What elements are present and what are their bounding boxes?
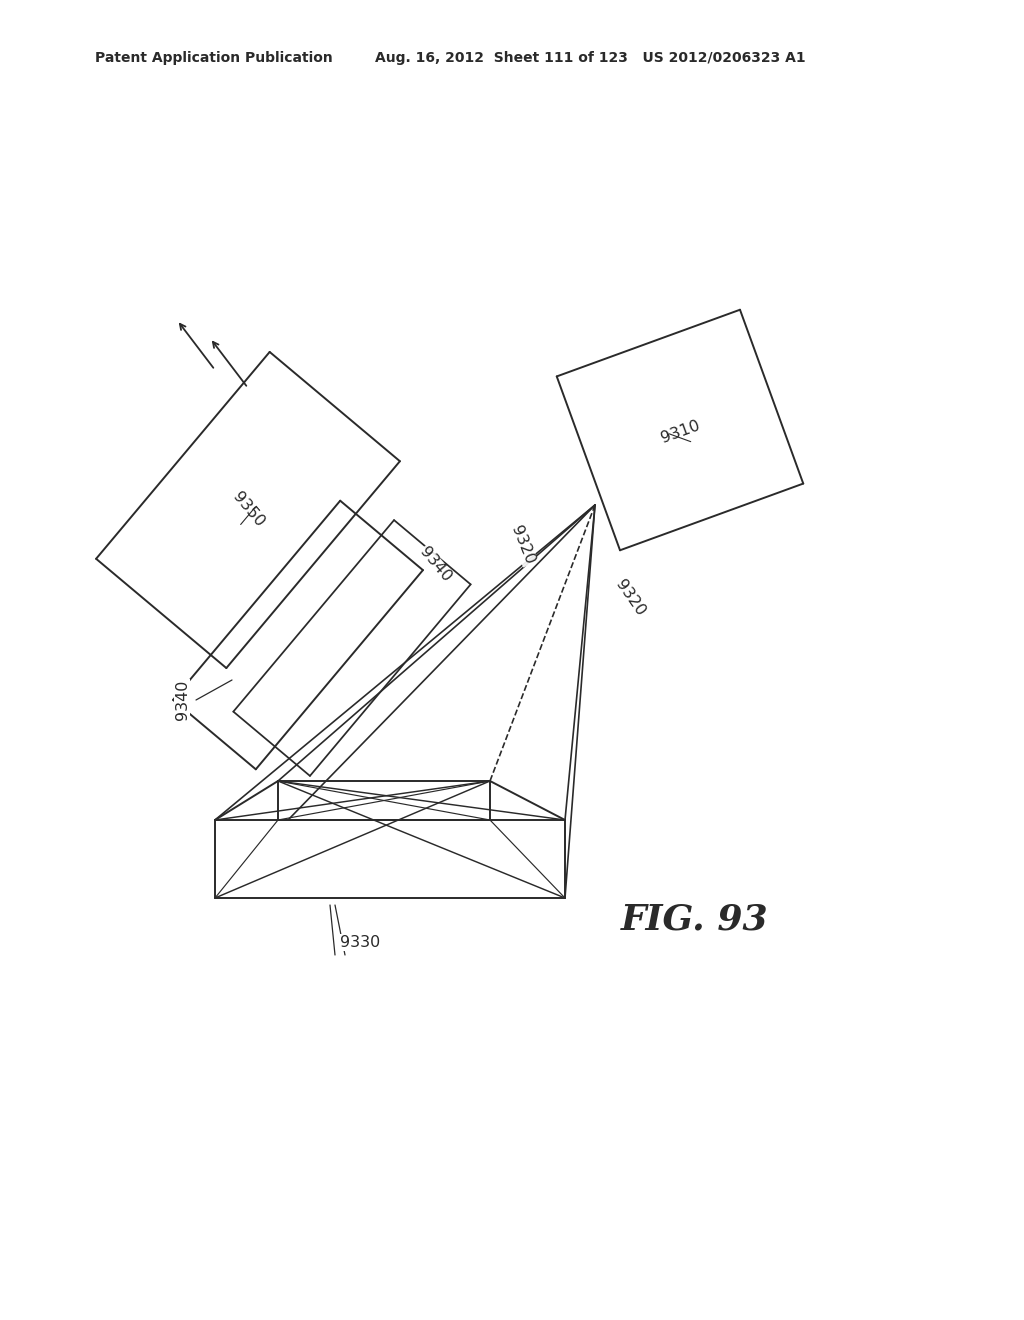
Text: 9320: 9320 (612, 577, 648, 619)
Text: 9340: 9340 (174, 680, 189, 721)
Text: 9340: 9340 (417, 545, 454, 585)
Text: Patent Application Publication: Patent Application Publication (95, 51, 333, 65)
Text: Aug. 16, 2012  Sheet 111 of 123   US 2012/0206323 A1: Aug. 16, 2012 Sheet 111 of 123 US 2012/0… (375, 51, 806, 65)
Text: 9320: 9320 (509, 524, 538, 566)
Text: 9330: 9330 (340, 935, 380, 950)
Text: FIG. 93: FIG. 93 (622, 903, 769, 937)
Text: 9350: 9350 (229, 490, 266, 531)
Text: 9310: 9310 (658, 418, 701, 446)
